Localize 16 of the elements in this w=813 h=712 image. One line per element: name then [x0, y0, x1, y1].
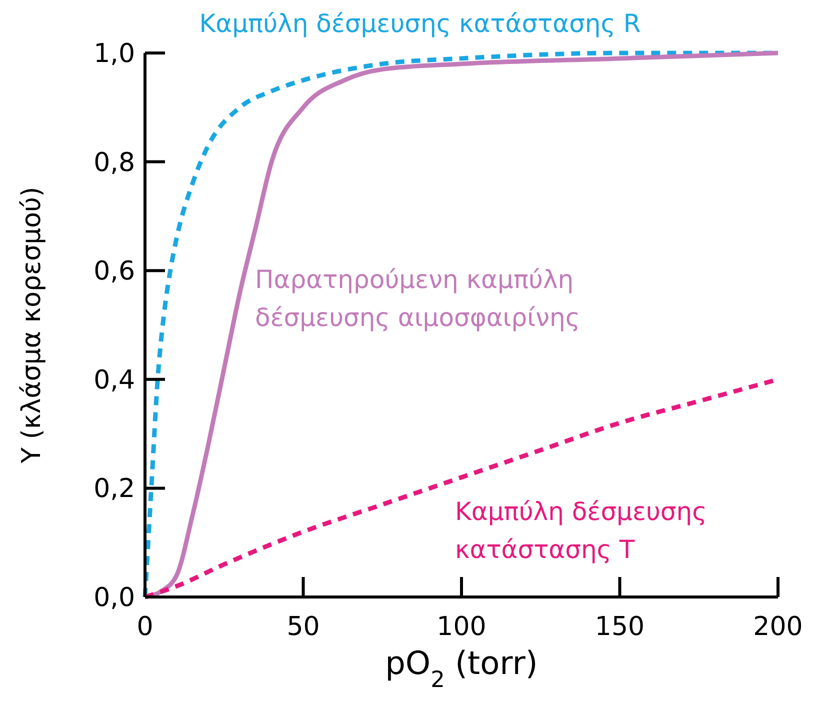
y-tick-label: 0,0 — [94, 583, 135, 613]
x-axis-title: pO$_{2}$ (torr) — [385, 644, 538, 693]
x-tick-label: 200 — [753, 612, 803, 642]
y-tick-label: 0,4 — [94, 365, 135, 396]
y-axis-title: Y (κλάσμα κορεσμού) — [17, 186, 47, 464]
x-tick-label: 150 — [594, 612, 645, 642]
y-tick-label: 0,2 — [94, 474, 135, 504]
series-label: Παρατηρούμενη καμπύλη δέσμευσης αιμοσφαιρίνης — [255, 265, 580, 332]
y-tick-label: 0,8 — [94, 148, 135, 178]
series-label: Καμπύλη δέσμευσης κατάστασης R — [199, 9, 641, 38]
x-tick-label: 0 — [136, 612, 154, 642]
series-label: Καμπύλη δέσμευσης κατάστασης T — [455, 497, 707, 564]
y-tick-label: 1,0 — [94, 39, 135, 69]
y-tick-label: 0,6 — [94, 256, 135, 287]
x-tick-label: 50 — [286, 612, 320, 642]
x-tick-label: 100 — [436, 612, 486, 642]
